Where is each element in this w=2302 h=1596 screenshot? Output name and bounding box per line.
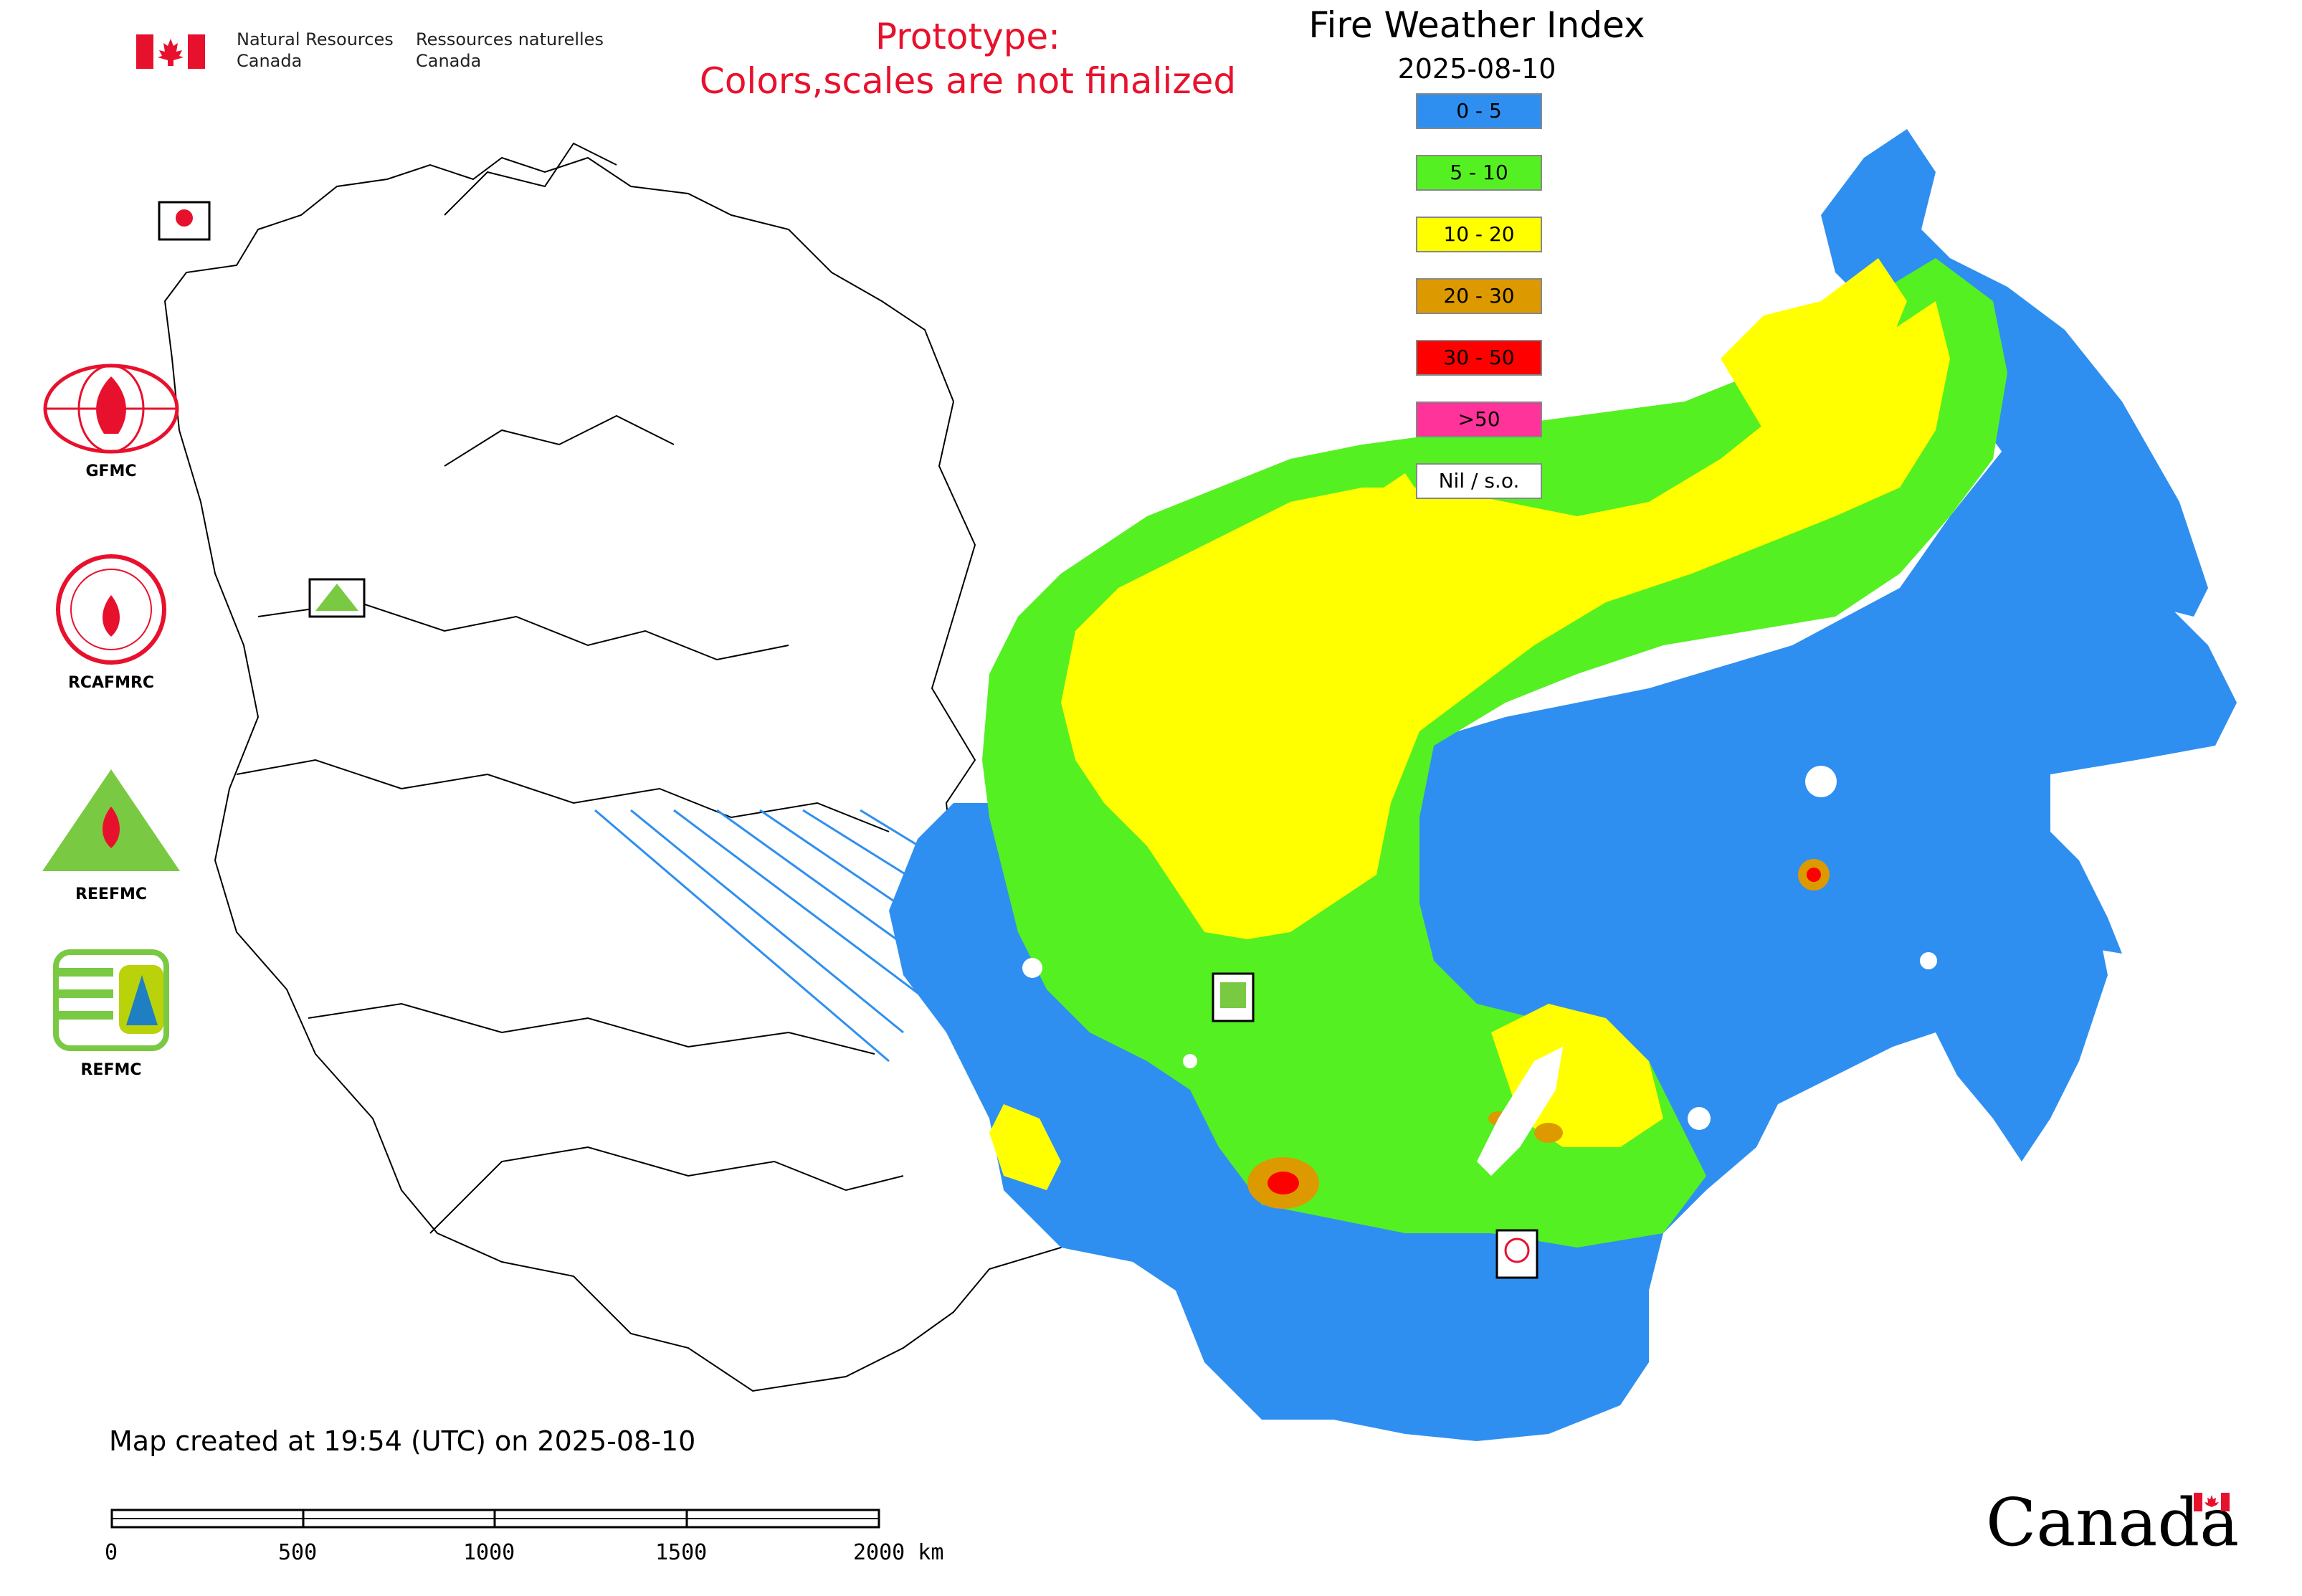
nrcan-en-line2: Canada xyxy=(237,51,303,71)
gfmc-logo: GFMC xyxy=(36,362,186,480)
fwi-zone-10-20 xyxy=(1061,301,1950,939)
nrcan-name-en: Natural Resources Canada xyxy=(237,29,394,72)
fwi-zone-0-5-sakhalin xyxy=(1993,803,2122,954)
rcafmrc-logo: RCAFMRC xyxy=(36,552,186,692)
canada-wordmark-flag-icon xyxy=(2194,1493,2230,1511)
scale-bar-graphic xyxy=(110,1509,880,1529)
nrcan-name-fr: Ressources naturelles Canada xyxy=(416,29,604,72)
gfmc-emblem-icon xyxy=(43,364,179,454)
legend-item-5-10: 5 - 10 xyxy=(1416,155,1542,191)
legend-item-30-50: 30 - 50 xyxy=(1416,340,1542,376)
scale-tick-500: 500 xyxy=(278,1540,318,1565)
prototype-note: Prototype: Colors,scales are not finaliz… xyxy=(645,14,1290,103)
fwi-zone-0-5 xyxy=(889,445,2237,1441)
nil-areas xyxy=(1022,766,1937,1176)
map-station-markers xyxy=(158,201,1538,1279)
nrcan-logo: Natural Resources Canada Ressources natu… xyxy=(136,29,609,79)
reefmc-label: REEFMC xyxy=(75,885,148,903)
legend-item-over-50: >50 xyxy=(1416,402,1542,437)
scale-tick-2000: 2000 km xyxy=(853,1540,944,1565)
data-artifact xyxy=(594,809,990,1063)
nrcan-en-line1: Natural Resources xyxy=(237,29,394,49)
scale-tick-1000: 1000 xyxy=(463,1540,515,1565)
legend-item-0-5: 0 - 5 xyxy=(1416,93,1542,129)
scale-bar: 0 500 1000 1500 2000 km xyxy=(105,1498,997,1570)
fwi-zone-0-5-east xyxy=(1821,129,2208,617)
fwi-zone-10-20-west xyxy=(989,1104,1061,1190)
legend-item-20-30: 20 - 30 xyxy=(1416,278,1542,314)
map-title: Fire Weather Index xyxy=(1308,4,1645,46)
reefmc-emblem-icon xyxy=(42,769,180,871)
fwi-zone-10-20-chukotka xyxy=(1721,258,1907,430)
canada-flag-icon xyxy=(136,34,205,69)
reefmc-logo: REEFMC xyxy=(36,764,186,903)
map-date: 2025-08-10 xyxy=(1397,53,1556,85)
scale-tick-1500: 1500 xyxy=(655,1540,708,1565)
legend-item-10-20: 10 - 20 xyxy=(1416,217,1542,252)
nrcan-fr-line2: Canada xyxy=(416,51,482,71)
refmc-logo: REFMC xyxy=(36,946,186,1079)
rcafmrc-label: RCAFMRC xyxy=(67,674,155,692)
canada-wordmark: Canada xyxy=(1986,1484,2239,1561)
country-outlines xyxy=(163,142,1120,1392)
gfmc-label: GFMC xyxy=(85,462,137,480)
legend-item-nil: Nil / s.o. xyxy=(1416,463,1542,499)
fwi-hotspots xyxy=(1247,859,1830,1209)
scale-tick-0: 0 xyxy=(105,1540,118,1565)
prototype-line1: Prototype: xyxy=(875,16,1061,57)
nrcan-fr-line1: Ressources naturelles xyxy=(416,29,604,49)
map-created-text: Map created at 19:54 (UTC) on 2025-08-10 xyxy=(109,1425,696,1457)
refmc-emblem-icon xyxy=(53,949,169,1051)
prototype-line2: Colors,scales are not finalized xyxy=(699,60,1237,102)
refmc-label: REFMC xyxy=(80,1061,142,1079)
rcafmrc-emblem-icon xyxy=(56,554,166,665)
